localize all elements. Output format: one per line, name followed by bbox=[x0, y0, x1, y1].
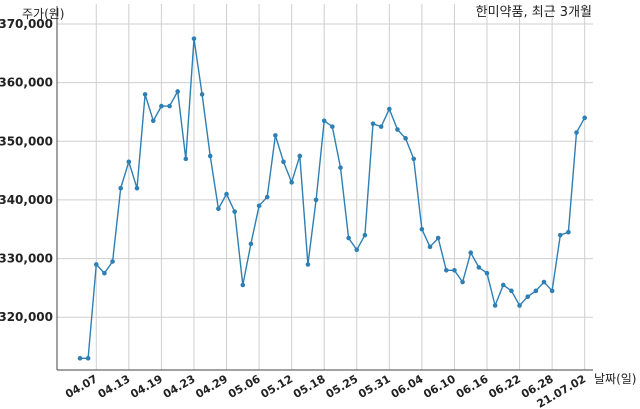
data-point bbox=[378, 124, 384, 129]
data-point bbox=[199, 92, 205, 97]
data-point bbox=[281, 159, 286, 165]
y-tick-label: 320,000 bbox=[0, 310, 53, 324]
data-point bbox=[289, 180, 294, 185]
y-tick-label: 350,000 bbox=[0, 134, 53, 148]
data-point bbox=[484, 270, 490, 276]
data-point bbox=[305, 262, 311, 267]
data-point bbox=[175, 89, 180, 94]
data-point bbox=[500, 282, 506, 288]
data-point bbox=[150, 118, 156, 124]
data-point bbox=[118, 185, 123, 191]
data-point bbox=[256, 203, 262, 209]
data-point bbox=[582, 115, 587, 121]
data-point bbox=[460, 279, 465, 285]
data-point bbox=[167, 103, 172, 109]
y-tick-label: 370,000 bbox=[0, 17, 53, 31]
data-point bbox=[110, 259, 115, 264]
data-point bbox=[549, 288, 555, 294]
chart-title: 한미약품, 최근 3개월 bbox=[476, 5, 592, 20]
data-point bbox=[362, 232, 368, 238]
data-point bbox=[183, 156, 189, 162]
data-point bbox=[346, 235, 351, 241]
data-point bbox=[509, 288, 514, 294]
data-point bbox=[395, 127, 400, 132]
data-point bbox=[354, 247, 360, 253]
data-point bbox=[566, 229, 571, 235]
data-point bbox=[207, 153, 213, 159]
data-point bbox=[77, 355, 83, 361]
x-axis-label: 날짜(일) bbox=[594, 372, 636, 386]
data-point bbox=[216, 206, 221, 212]
data-point bbox=[134, 185, 140, 191]
data-point bbox=[102, 270, 107, 276]
y-tick-label: 360,000 bbox=[0, 76, 53, 90]
data-point bbox=[476, 265, 482, 270]
y-tick-label: 330,000 bbox=[0, 252, 53, 266]
data-point bbox=[387, 106, 392, 112]
data-point bbox=[93, 262, 99, 267]
data-point bbox=[427, 244, 433, 250]
data-point bbox=[248, 241, 254, 247]
data-point bbox=[419, 226, 425, 232]
data-point bbox=[435, 235, 441, 241]
data-point bbox=[85, 355, 91, 361]
data-point bbox=[297, 153, 303, 159]
data-point bbox=[142, 92, 148, 97]
y-axis-label: 주가(원) bbox=[22, 7, 64, 21]
data-point bbox=[574, 130, 579, 135]
data-point bbox=[411, 156, 417, 162]
data-point bbox=[273, 133, 278, 138]
data-point bbox=[330, 124, 335, 129]
data-point bbox=[525, 294, 530, 299]
data-point bbox=[338, 165, 343, 170]
data-point bbox=[517, 303, 522, 308]
data-point bbox=[452, 268, 457, 273]
data-point bbox=[321, 118, 327, 124]
data-point bbox=[159, 103, 164, 109]
data-point bbox=[191, 36, 197, 41]
data-point bbox=[264, 194, 270, 200]
data-point bbox=[533, 288, 539, 294]
y-tick-labels: 320,000 330,000 340,000 350,000 360,000 370,0… bbox=[0, 17, 53, 324]
data-point bbox=[557, 232, 563, 238]
data-point bbox=[541, 279, 547, 285]
data-point bbox=[126, 159, 132, 165]
grid-lines bbox=[57, 4, 593, 370]
data-point bbox=[224, 191, 229, 197]
data-point bbox=[232, 209, 237, 214]
axes bbox=[56, 6, 593, 371]
data-point bbox=[370, 121, 376, 126]
data-point bbox=[403, 136, 408, 141]
price-series bbox=[77, 36, 587, 361]
data-point bbox=[468, 250, 474, 256]
data-point bbox=[492, 303, 498, 308]
data-point bbox=[240, 282, 246, 288]
data-point bbox=[444, 268, 449, 273]
data-point bbox=[313, 197, 319, 203]
y-tick-label: 340,000 bbox=[0, 193, 53, 207]
